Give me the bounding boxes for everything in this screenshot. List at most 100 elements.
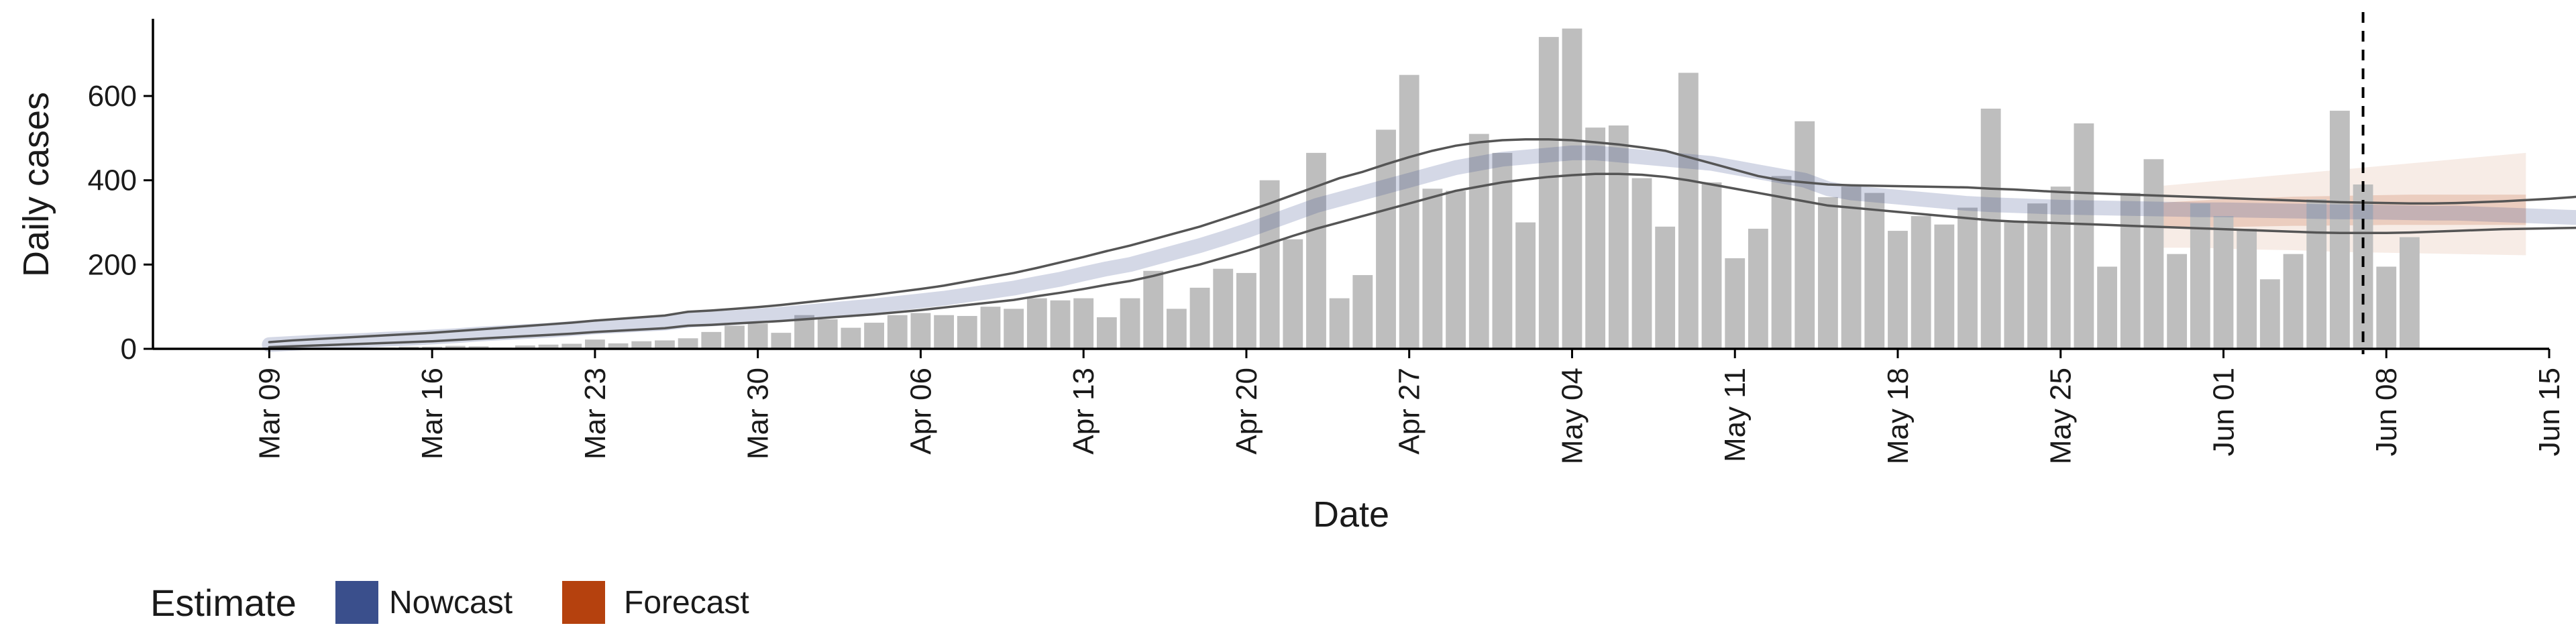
case-bar (1794, 121, 1815, 349)
x-tick-label: Mar 30 (742, 368, 775, 460)
case-bar (980, 307, 1001, 349)
case-bar (2004, 222, 2025, 349)
case-bar (724, 325, 745, 349)
case-bar (1841, 186, 1862, 349)
case-bar (1864, 193, 1885, 349)
case-bar (2050, 186, 2071, 349)
case-bar (2329, 111, 2350, 350)
case-bar (1422, 189, 1443, 349)
case-bar (1213, 268, 1234, 349)
case-bar (2143, 159, 2164, 350)
case-bar (2027, 203, 2047, 349)
nowcast-upper-line (268, 138, 2576, 343)
legend-key-forecast (562, 581, 605, 624)
x-tick-label: Apr 06 (904, 368, 937, 455)
case-bar (1608, 125, 1629, 350)
case-bar (771, 333, 792, 349)
case-bar (1655, 226, 1676, 349)
x-tick-label: Apr 27 (1393, 368, 1426, 455)
case-bar (1468, 133, 1489, 349)
legend: Estimate Nowcast Forecast (150, 581, 749, 624)
case-bar (1026, 298, 1047, 349)
case-bar (1073, 298, 1094, 349)
case-bar (2120, 193, 2141, 349)
x-tick-label: Jun 01 (2207, 368, 2240, 456)
case-bar (1096, 317, 1117, 349)
case-bar (1189, 287, 1210, 349)
x-tick-label: May 18 (1882, 368, 1915, 464)
case-bar (1166, 309, 1187, 349)
case-bar (515, 345, 535, 349)
case-bar (1329, 298, 1350, 349)
case-bar (445, 345, 466, 349)
case-bar (655, 340, 675, 349)
case-bar (2400, 237, 2420, 349)
reported-cases-bars (259, 28, 2420, 350)
case-bar (2237, 228, 2257, 349)
case-bar (1585, 127, 1606, 349)
case-bar (1492, 152, 1513, 349)
case-bar (701, 331, 722, 349)
case-bar (1050, 300, 1071, 349)
case-bar (2259, 279, 2280, 349)
estimate-lines (262, 12, 2576, 354)
case-bar (1283, 239, 1303, 349)
x-axis-title: Date (1313, 494, 1389, 535)
case-bar (1306, 152, 1326, 349)
x-tick-label: Jun 15 (2533, 368, 2566, 456)
case-bar (2306, 199, 2327, 349)
case-bar (1120, 298, 1140, 349)
y-axis-title: Daily cases (16, 92, 56, 277)
case-bar (910, 313, 931, 349)
case-bar (561, 343, 582, 349)
case-bar (1934, 224, 1955, 349)
case-bar (1538, 37, 1559, 349)
case-bar (1004, 309, 1024, 349)
y-tick-label: 400 (88, 164, 137, 197)
case-bar (1818, 197, 1838, 349)
case-bar (747, 323, 768, 349)
case-bar (468, 346, 489, 349)
case-bar (1701, 182, 1722, 349)
x-tick-label: May 04 (1556, 368, 1589, 464)
case-bar (1143, 270, 1164, 349)
x-tick-label: May 25 (2045, 368, 2078, 464)
case-bar (1957, 207, 1978, 349)
case-bar (1748, 228, 1768, 349)
case-bar (2074, 123, 2094, 349)
case-bar (1236, 272, 1256, 349)
case-bar (1562, 28, 1582, 350)
case-bar (841, 327, 861, 349)
case-bar (957, 316, 977, 349)
case-bar (1771, 176, 1792, 349)
x-tick-label: Mar 23 (579, 368, 612, 460)
case-bar (2376, 266, 2397, 349)
legend-key-nowcast (335, 581, 378, 624)
case-bar (1399, 74, 1419, 350)
case-bar (1911, 216, 1931, 349)
case-bar (2167, 254, 2188, 349)
case-bar (2283, 254, 2304, 349)
case-bar (1631, 178, 1652, 349)
case-bar (1515, 222, 1536, 349)
legend-label-nowcast: Nowcast (389, 585, 513, 621)
x-tick-label: Mar 09 (253, 368, 286, 460)
case-bar (1888, 231, 1908, 349)
case-bar (678, 338, 698, 349)
case-bar (585, 339, 605, 349)
case-bar (608, 343, 629, 349)
case-bar (1352, 275, 1373, 349)
case-bar (1725, 258, 1746, 349)
case-bar (2213, 216, 2234, 349)
nowcast-lower-line (268, 172, 2576, 349)
case-bar (1678, 72, 1699, 350)
nowcast-median-line (262, 145, 2576, 352)
legend-title: Estimate (150, 582, 297, 624)
legend-label-forecast: Forecast (624, 585, 749, 621)
x-tick-label: May 11 (1719, 368, 1752, 462)
case-bar (538, 344, 559, 349)
case-bar (1446, 191, 1466, 349)
case-bar (1259, 180, 1280, 349)
case-bar (2190, 203, 2210, 349)
